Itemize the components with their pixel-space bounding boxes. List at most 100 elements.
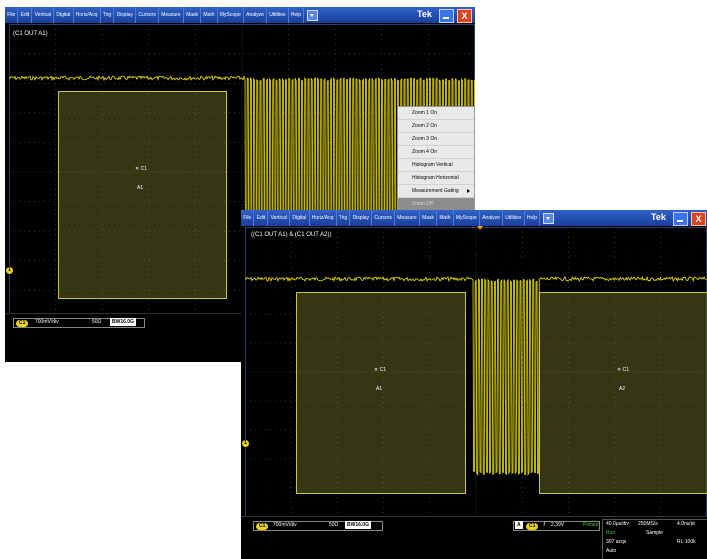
menu-item-measurement-gating[interactable]: Measurement Gating (398, 185, 474, 198)
cross-icon: ✕ (135, 166, 141, 172)
menu-help[interactable]: Help (289, 7, 305, 23)
menu-item-zoom2[interactable]: Zoom 2 On (398, 120, 474, 133)
waveform-display-2[interactable] (245, 227, 707, 517)
trigger-level: 2.39V (551, 522, 565, 528)
channel-badge: C1 (16, 320, 29, 327)
menu-help[interactable]: Help (525, 210, 541, 226)
resolution: 4.0ns/pt (677, 521, 695, 527)
status-bar-2: C1 700mV/div 50Ω BW16.0G A C1 ⨍ 2.39V Pi… (241, 516, 707, 559)
volts-per-div: 700mV/div (35, 319, 59, 325)
bandwidth-value: 16.0G (355, 522, 369, 528)
mask-region-a1[interactable] (296, 292, 466, 494)
trigger-readout-box[interactable] (513, 521, 600, 531)
context-menu: Zoom 1 On Zoom 2 On Zoom 3 On Zoom 4 On … (397, 106, 475, 212)
menu-math[interactable]: Math (201, 7, 218, 23)
menu-vertical[interactable]: Vertical (32, 7, 55, 23)
menubar-1: File Edit Vertical Digital Horiz/Acq Tri… (5, 7, 475, 23)
cursor-c1-marker-2[interactable]: ✕ C1 (617, 367, 629, 373)
trigger-position-marker[interactable] (477, 226, 483, 230)
bandwidth-value: 16.0G (120, 319, 134, 325)
menu-file[interactable]: File (5, 7, 19, 23)
trigger-source-badge: A (515, 521, 523, 529)
minimize-button[interactable] (673, 212, 688, 226)
menu-vertical[interactable]: Vertical (268, 210, 291, 226)
menu-item-zoom3[interactable]: Zoom 3 On (398, 133, 474, 146)
cursor-c1-label: C1 (140, 166, 147, 172)
mask-a2-label: A2 (619, 386, 626, 392)
bandwidth-symbol: BW (112, 319, 121, 325)
channel-readout-box[interactable] (253, 521, 383, 531)
menu-trig[interactable]: Trig (101, 7, 115, 23)
mask-a1-label: A1 (376, 386, 383, 392)
cross-icon: ✕ (374, 367, 380, 373)
trigger-channel-badge: C1 (526, 523, 539, 530)
close-button[interactable]: X (457, 9, 472, 23)
menu-trig[interactable]: Trig (337, 210, 351, 226)
menu-analyze[interactable]: Analyze (244, 7, 268, 23)
impedance: 50Ω (329, 522, 339, 528)
menu-edit[interactable]: Edit (18, 7, 33, 23)
menu-display[interactable]: Display (114, 7, 137, 23)
mask-a1-label: A1 (137, 185, 144, 191)
cursor-c1-label: C1 (379, 367, 386, 373)
menu-item-measurement-gating-label: Measurement Gating (412, 188, 459, 194)
acquisition-readout-box[interactable] (602, 519, 707, 559)
close-button[interactable]: X (691, 212, 706, 226)
menu-math[interactable]: Math (437, 210, 454, 226)
menu-digital[interactable]: Digital (54, 7, 74, 23)
impedance: 50Ω (92, 319, 102, 325)
menubar-2: File Edit Vertical Digital Horiz/Acq Tri… (241, 210, 707, 226)
volts-per-div: 700mV/div (273, 522, 297, 528)
run-status: Run (606, 530, 616, 536)
ch1-ground-marker[interactable]: 1 (6, 267, 13, 274)
cursor-c1-marker[interactable]: ✕ C1 (135, 166, 147, 172)
menu-cursors[interactable]: Cursors (372, 210, 396, 226)
menu-analyze[interactable]: Analyze (480, 210, 504, 226)
chevron-down-icon[interactable] (543, 212, 555, 224)
menu-horiz-acq[interactable]: Horiz/Acq (74, 7, 101, 23)
cross-icon: ✕ (617, 367, 623, 373)
channel-badge: C1 (256, 523, 269, 530)
menu-item-zoom4[interactable]: Zoom 4 On (398, 146, 474, 159)
rising-edge-icon: ⨍ (543, 521, 546, 527)
sample-rate: 250MS/s (638, 521, 658, 527)
menu-utilities[interactable]: Utilities (267, 7, 289, 23)
cursor-c1-label-2: C1 (622, 367, 629, 373)
menu-digital[interactable]: Digital (290, 210, 310, 226)
minimize-button[interactable] (439, 9, 454, 23)
waveform-title: ((C1 OUT A1) & (C1 OUT A2)) (251, 232, 332, 238)
cursor-c1-marker[interactable]: ✕ C1 (374, 367, 386, 373)
menu-utilities[interactable]: Utilities (503, 210, 525, 226)
menu-horiz-acq[interactable]: Horiz/Acq (310, 210, 337, 226)
bandwidth-symbol: BW (347, 522, 356, 528)
menu-mask[interactable]: Mask (184, 7, 202, 23)
waveform-title: (C1 OUT A1) (13, 31, 48, 37)
tek-logo: Tek (417, 9, 432, 19)
trigger-mode: Pinned (583, 522, 599, 528)
menu-measure[interactable]: Measure (159, 7, 184, 23)
menu-measure[interactable]: Measure (395, 210, 420, 226)
mask-region-a1[interactable] (58, 91, 227, 299)
trigger-auto: Auto (606, 548, 617, 554)
bandwidth-badge: BW16.0G (110, 318, 136, 326)
scope-window-2: File Edit Vertical Digital Horiz/Acq Tri… (241, 210, 707, 559)
time-per-div: 40.0μs/div (606, 521, 629, 527)
record-length: RL:100k (677, 539, 696, 545)
bandwidth-badge: BW16.0G (345, 521, 371, 529)
chevron-down-icon[interactable] (307, 9, 319, 21)
channel-readout-box[interactable] (13, 318, 145, 328)
menu-file[interactable]: File (241, 210, 255, 226)
menu-myscope[interactable]: MyScope (218, 7, 244, 23)
menu-item-zoom1[interactable]: Zoom 1 On (398, 107, 474, 120)
menu-item-hist-vertical[interactable]: Histogram Vertical (398, 159, 474, 172)
menu-myscope[interactable]: MyScope (454, 210, 480, 226)
tek-logo: Tek (651, 212, 666, 222)
menu-cursors[interactable]: Cursors (136, 7, 160, 23)
menu-edit[interactable]: Edit (254, 210, 269, 226)
mask-region-a2[interactable] (539, 292, 707, 494)
menu-mask[interactable]: Mask (420, 210, 438, 226)
ch1-ground-marker[interactable]: 1 (242, 440, 249, 447)
menu-item-hist-horizontal[interactable]: Histogram Horizontal (398, 172, 474, 185)
menu-display[interactable]: Display (350, 210, 373, 226)
acquisition-mode: Sample (646, 530, 663, 536)
